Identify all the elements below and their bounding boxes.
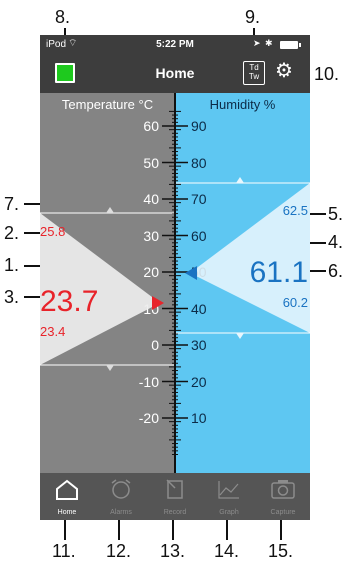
humidity-header: Humidity % (209, 97, 276, 112)
tab-capture-label: Capture (270, 509, 296, 516)
callout-4: 4. (328, 232, 344, 252)
temp-current-arrow-icon (152, 296, 164, 310)
connection-status-button[interactable] (55, 63, 75, 83)
phone-screen: iPod ⌔ 5:22 PM ➤ ✱ Home Td Tw ⚙ Temperat… (40, 35, 310, 520)
temperature-current-value: 23.7 (40, 285, 99, 318)
callout-9: 9. (245, 7, 261, 27)
wifi-icon: ⌔ (68, 38, 78, 49)
location-icon: ➤ (253, 38, 261, 48)
temperature-header: Temperature °C (61, 97, 154, 112)
leader-7 (24, 203, 42, 205)
hum-tick-label: 80 (191, 154, 207, 171)
house-icon (56, 479, 78, 500)
hum-tick-label: 20 (191, 373, 207, 390)
tab-home[interactable]: Home (40, 473, 94, 520)
battery-tip (299, 43, 301, 47)
hum-max-marker-icon (236, 177, 244, 183)
alarm-clock-icon (111, 479, 131, 499)
leader-13 (172, 512, 174, 540)
tab-record[interactable]: Record (148, 473, 202, 520)
tab-alarms-label: Alarms (110, 509, 132, 516)
callout-3: 3. (4, 287, 20, 307)
humidity-max-value: 62.5 (282, 203, 308, 218)
temperature-min-value: 23.4 (40, 324, 66, 339)
center-divider (174, 93, 176, 473)
hum-current-arrow-icon (185, 266, 197, 280)
hum-tick-label: 10 (191, 410, 207, 426)
camera-icon (271, 480, 295, 499)
callout-11: 11. (52, 541, 76, 561)
tab-bar: Home Alarms Record Graph (40, 473, 310, 520)
tab-record-label: Record (163, 509, 187, 516)
tab-graph-label: Graph (219, 509, 239, 516)
hum-tick-label: 30 (191, 337, 207, 353)
humidity-min-value: 60.2 (282, 295, 308, 310)
status-time: 5:22 PM (156, 39, 194, 50)
callout-5: 5. (328, 204, 344, 224)
nav-title: Home (155, 65, 195, 81)
bluetooth-icon: ✱ (265, 38, 273, 48)
temperature-panel: Temperature °C 60 50 40 30 20 10 0 -10 -20 25.8 … (40, 93, 175, 473)
graph-icon (218, 481, 239, 499)
callout-6: 6. (328, 261, 344, 281)
tab-alarms[interactable]: Alarms (94, 473, 148, 520)
leader-4 (308, 242, 326, 244)
temp-max-marker-icon (106, 207, 114, 213)
leader-1 (24, 265, 42, 267)
temp-tick-label: 60 (143, 118, 159, 134)
leader-6 (308, 270, 326, 272)
humidity-panel: Humidity % 908070605040302010 62.5 61.1 … (175, 93, 310, 473)
callout-12: 12. (106, 541, 132, 561)
tab-capture[interactable]: Capture (256, 473, 310, 520)
tw-label: Tw (248, 72, 260, 81)
callout-13: 13. (160, 541, 186, 561)
temp-tick-label: 40 (143, 191, 159, 207)
tab-home-label: Home (57, 509, 77, 516)
callout-10: 10. (314, 64, 340, 84)
humidity-current-value: 61.1 (249, 256, 308, 289)
temp-tick-label: -10 (138, 373, 159, 390)
callout-1: 1. (4, 255, 20, 275)
humidity-pointer-band (175, 177, 310, 339)
leader-12 (118, 512, 120, 540)
hum-tick-label: 90 (191, 118, 207, 134)
callout-8: 8. (55, 7, 71, 27)
temp-tick-label: 20 (143, 264, 159, 280)
hum-tick-label: 60 (191, 227, 207, 244)
hum-tick-label: 40 (191, 300, 207, 317)
temperature-pointer-band (40, 207, 175, 371)
carrier-label: iPod (46, 39, 67, 50)
leader-11 (64, 512, 66, 540)
status-bar: iPod ⌔ 5:22 PM ➤ ✱ (40, 35, 310, 55)
nav-bar: Home Td Tw ⚙ (40, 55, 310, 93)
gear-icon[interactable]: ⚙ (275, 60, 293, 82)
temp-tick-label: 30 (143, 227, 159, 244)
leader-2 (24, 232, 42, 234)
hum-min-marker-icon (236, 333, 244, 339)
callout-2: 2. (4, 223, 20, 243)
record-icon (166, 479, 183, 499)
leader-15 (280, 512, 282, 540)
temp-tick-label: 0 (151, 337, 159, 353)
td-label: Td (249, 63, 259, 72)
temp-min-marker-icon (106, 365, 114, 371)
leader-14 (226, 512, 228, 540)
temperature-max-value: 25.8 (40, 224, 66, 239)
battery-icon (280, 41, 298, 49)
leader-5 (308, 213, 326, 215)
temp-tick-label: 50 (143, 154, 159, 171)
callout-7: 7. (4, 194, 20, 214)
td-tw-toggle-button[interactable]: Td Tw (243, 61, 265, 85)
leader-3 (24, 296, 42, 298)
tab-graph[interactable]: Graph (202, 473, 256, 520)
hum-tick-label: 70 (191, 191, 207, 207)
callout-14: 14. (214, 541, 240, 561)
temp-tick-label: -20 (138, 410, 159, 426)
callout-15: 15. (268, 541, 294, 561)
